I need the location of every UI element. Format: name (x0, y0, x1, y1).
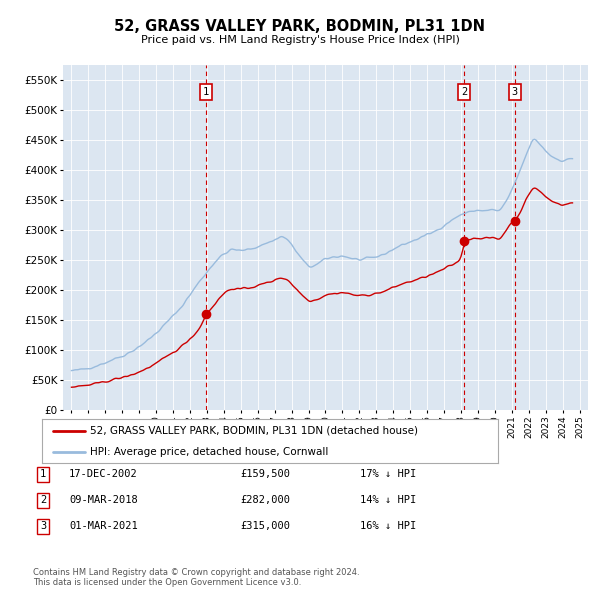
Text: 3: 3 (40, 522, 46, 531)
Text: 14% ↓ HPI: 14% ↓ HPI (360, 496, 416, 505)
Text: This data is licensed under the Open Government Licence v3.0.: This data is licensed under the Open Gov… (33, 578, 301, 588)
Text: 2: 2 (461, 87, 467, 97)
Text: 52, GRASS VALLEY PARK, BODMIN, PL31 1DN (detached house): 52, GRASS VALLEY PARK, BODMIN, PL31 1DN … (90, 426, 418, 436)
Text: HPI: Average price, detached house, Cornwall: HPI: Average price, detached house, Corn… (90, 447, 328, 457)
Text: £282,000: £282,000 (240, 496, 290, 505)
Text: 1: 1 (40, 470, 46, 479)
Text: 09-MAR-2018: 09-MAR-2018 (69, 496, 138, 505)
Text: £315,000: £315,000 (240, 522, 290, 531)
Text: 16% ↓ HPI: 16% ↓ HPI (360, 522, 416, 531)
Text: Price paid vs. HM Land Registry's House Price Index (HPI): Price paid vs. HM Land Registry's House … (140, 35, 460, 44)
Text: 3: 3 (512, 87, 518, 97)
Text: 17% ↓ HPI: 17% ↓ HPI (360, 470, 416, 479)
Text: £159,500: £159,500 (240, 470, 290, 479)
Text: Contains HM Land Registry data © Crown copyright and database right 2024.: Contains HM Land Registry data © Crown c… (33, 568, 359, 577)
Text: 1: 1 (203, 87, 209, 97)
Text: 01-MAR-2021: 01-MAR-2021 (69, 522, 138, 531)
Text: 52, GRASS VALLEY PARK, BODMIN, PL31 1DN: 52, GRASS VALLEY PARK, BODMIN, PL31 1DN (115, 19, 485, 34)
Text: 2: 2 (40, 496, 46, 505)
Text: 17-DEC-2002: 17-DEC-2002 (69, 470, 138, 479)
